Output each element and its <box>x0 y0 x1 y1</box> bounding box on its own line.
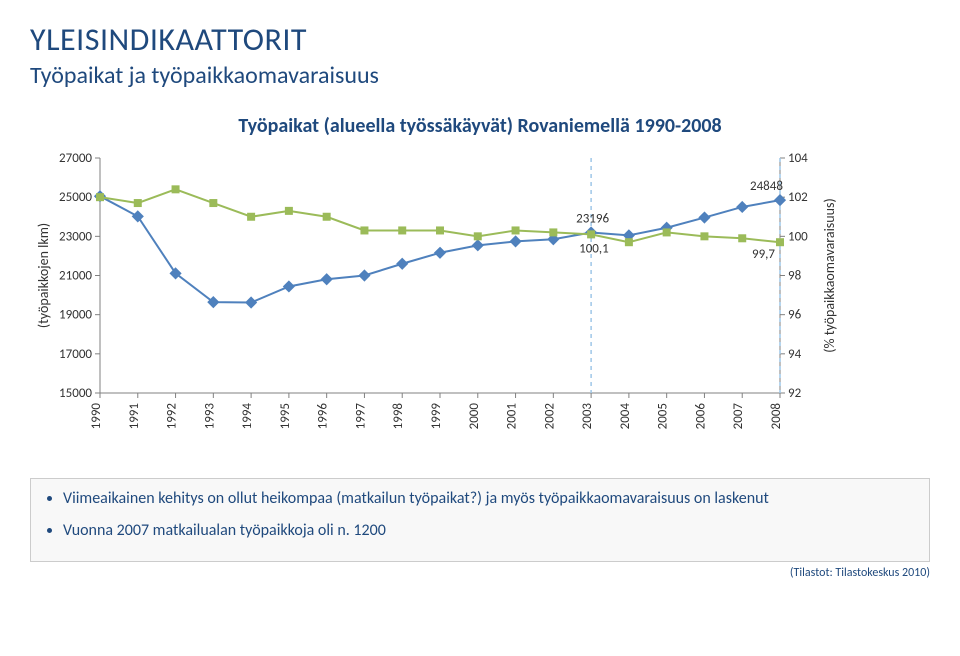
svg-text:92: 92 <box>788 386 802 401</box>
svg-text:2003: 2003 <box>580 403 595 430</box>
svg-text:23000: 23000 <box>59 229 92 244</box>
svg-text:17000: 17000 <box>59 347 92 362</box>
svg-text:104: 104 <box>788 151 808 166</box>
svg-text:1996: 1996 <box>316 403 331 430</box>
svg-text:94: 94 <box>788 347 802 362</box>
svg-text:(% työpaikkaomavaraisuus): (% työpaikkaomavaraisuus) <box>821 198 838 352</box>
svg-text:21000: 21000 <box>59 269 92 284</box>
chart-title: Työpaikat (alueella työssäkäyvät) Rovani… <box>30 114 930 138</box>
svg-text:1998: 1998 <box>391 403 406 430</box>
bullet-item: Vuonna 2007 matkailualan työpaikkoja oli… <box>63 519 915 543</box>
svg-text:24848: 24848 <box>750 179 783 194</box>
svg-text:2000: 2000 <box>467 403 482 430</box>
svg-text:2005: 2005 <box>656 403 671 429</box>
svg-text:2004: 2004 <box>618 403 633 430</box>
svg-text:102: 102 <box>788 190 808 205</box>
svg-text:1999: 1999 <box>429 403 444 430</box>
bullet-item: Viimeaikainen kehitys on ollut heikompaa… <box>63 487 915 511</box>
svg-text:19000: 19000 <box>59 308 92 323</box>
page-title: YLEISINDIKAATTORIT <box>30 20 930 59</box>
bullet-list: Viimeaikainen kehitys on ollut heikompaa… <box>45 487 915 543</box>
svg-text:1995: 1995 <box>278 403 293 429</box>
svg-text:1997: 1997 <box>353 403 368 430</box>
svg-text:(työpaikkojen lkm): (työpaikkojen lkm) <box>35 223 52 328</box>
svg-text:2006: 2006 <box>693 403 708 430</box>
svg-text:98: 98 <box>788 269 802 284</box>
svg-text:1993: 1993 <box>202 403 217 430</box>
svg-text:1992: 1992 <box>165 403 180 430</box>
svg-text:1994: 1994 <box>240 403 255 430</box>
svg-text:15000: 15000 <box>59 386 92 401</box>
page-subtitle: Työpaikat ja työpaikkaomavaraisuus <box>30 61 930 90</box>
svg-text:96: 96 <box>788 308 802 323</box>
svg-text:2007: 2007 <box>731 403 746 430</box>
svg-text:25000: 25000 <box>59 190 92 205</box>
svg-text:27000: 27000 <box>59 151 92 166</box>
bullets-box: Viimeaikainen kehitys on ollut heikompaa… <box>30 478 930 562</box>
svg-text:2002: 2002 <box>542 403 557 430</box>
svg-text:99,7: 99,7 <box>752 247 775 262</box>
svg-text:2008: 2008 <box>769 403 784 430</box>
chart-canvas: 15000 17000 19000 21000 23000 25000 27000 92 94 9… <box>30 148 850 448</box>
svg-text:23196: 23196 <box>576 211 609 226</box>
svg-text:2001: 2001 <box>505 403 520 429</box>
source-text: (Tilastot: Tilastokeskus 2010) <box>30 566 930 580</box>
svg-text:100: 100 <box>788 229 808 244</box>
svg-text:1990: 1990 <box>89 403 104 430</box>
svg-text:1991: 1991 <box>127 403 142 429</box>
svg-text:100,1: 100,1 <box>579 241 609 256</box>
